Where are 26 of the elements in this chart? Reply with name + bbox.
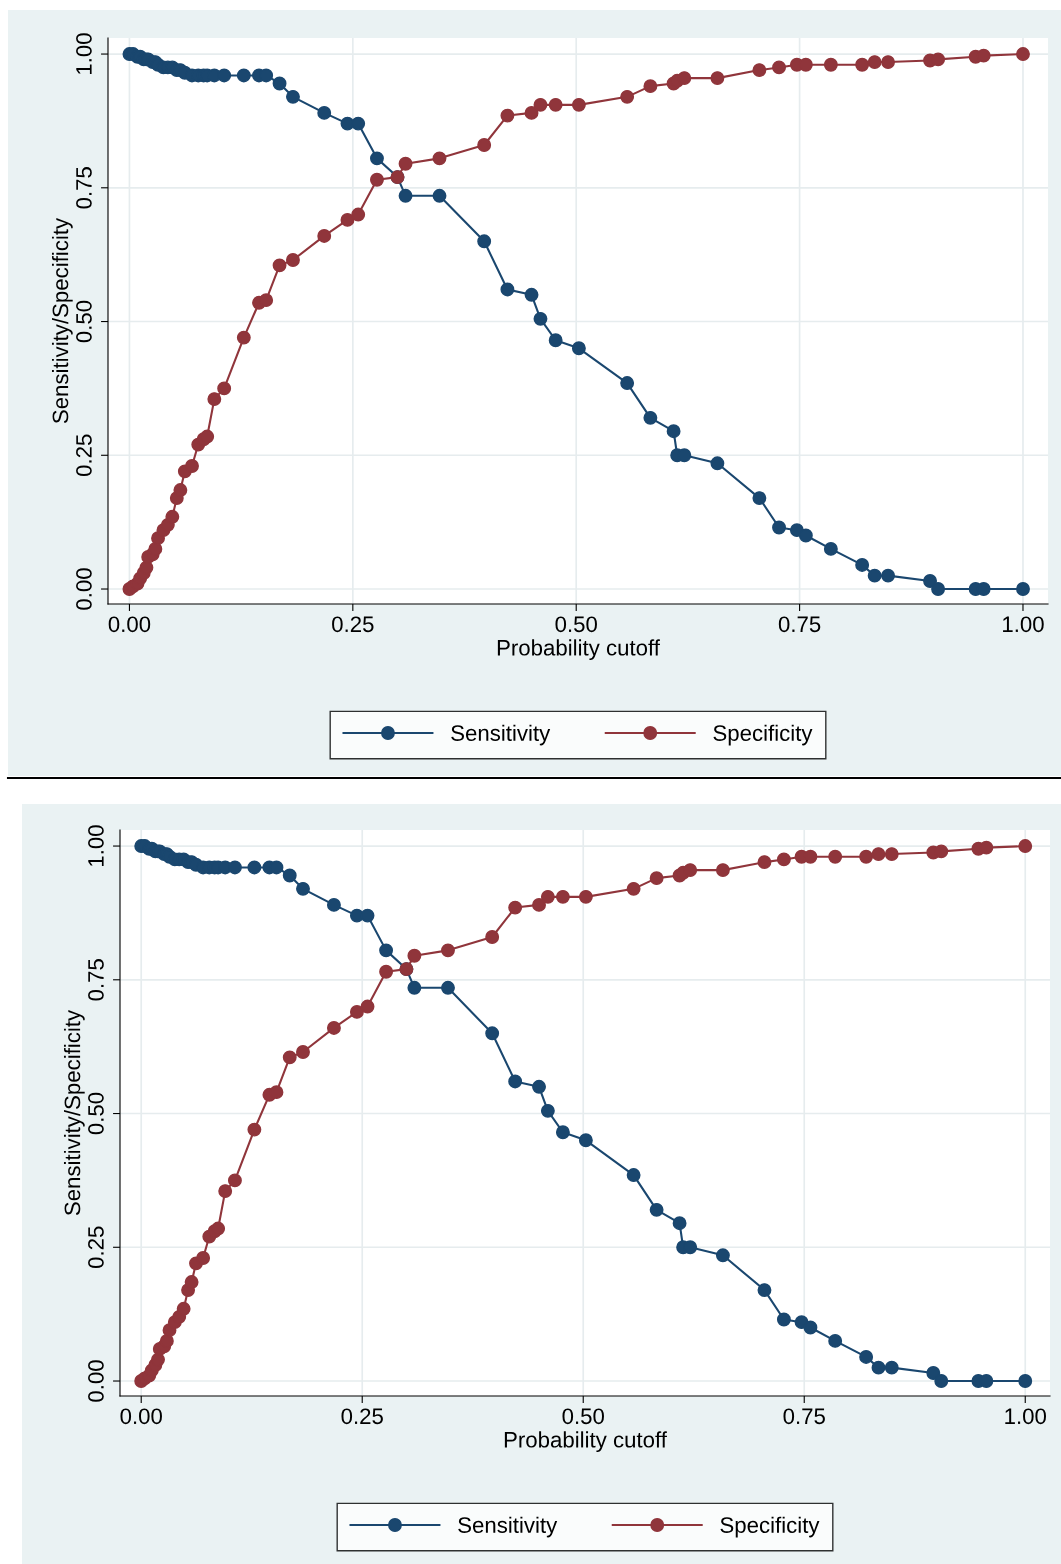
y-tick-label: 0.25 (76, 434, 92, 477)
x-tick-label: 0.00 (120, 1408, 162, 1425)
y-tick-label: 0.75 (76, 167, 92, 209)
y-tick-label: 1.00 (88, 825, 104, 866)
y-axis-title: Sensitivity/Specificity (51, 217, 73, 424)
x-tick-label: 0.25 (341, 1408, 383, 1425)
y-axis-title: Sensitivity/Specificity (63, 1009, 85, 1216)
x-axis-title: Probability cutoff (497, 639, 660, 661)
y-tick-label: 0.25 (88, 1226, 104, 1269)
legend-label: Sensitivity (451, 724, 551, 746)
x-tick-label: 1.00 (1005, 1408, 1047, 1425)
x-tick-label: 0.50 (562, 1408, 604, 1425)
y-tick-label: 0.50 (76, 300, 92, 343)
x-tick-label: 1.00 (1003, 616, 1044, 633)
y-tick-label: 1.00 (76, 33, 92, 74)
x-tick-label: 0.75 (783, 1408, 825, 1425)
x-tick-label: 0.75 (778, 616, 821, 633)
y-tick-label: 0.75 (88, 959, 104, 1001)
x-tick-label: 0.50 (555, 616, 597, 633)
y-tick-label: 0.50 (88, 1092, 104, 1135)
legend-label: Specificity (713, 724, 813, 746)
legend-label: Specificity (720, 1516, 820, 1538)
x-tick-label: 0.25 (332, 616, 374, 633)
legend-label: Sensitivity (458, 1516, 558, 1538)
x-axis-title: Probability cutoff (504, 1431, 667, 1453)
x-tick-label: 0.00 (108, 616, 151, 633)
